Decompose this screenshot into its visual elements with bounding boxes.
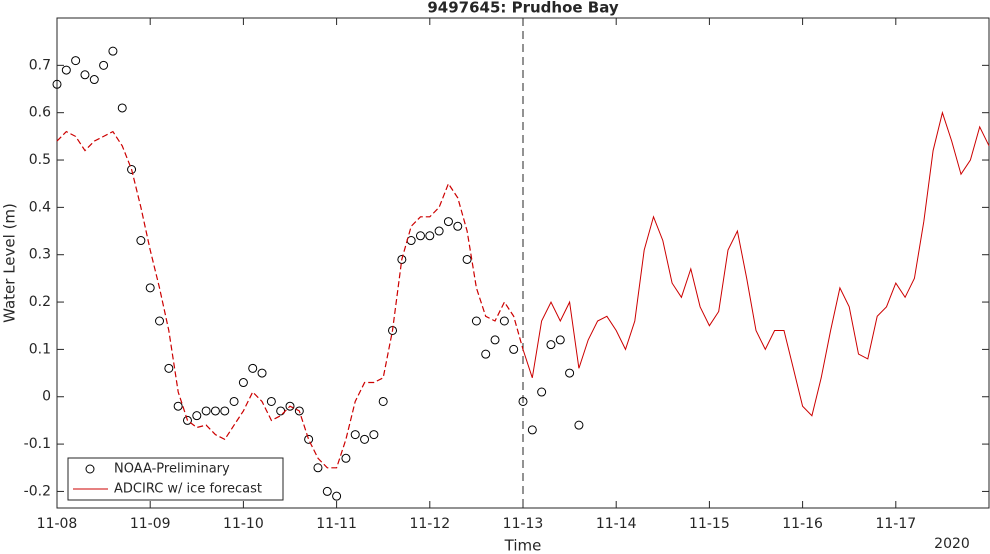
observation-marker <box>565 368 575 378</box>
x-tick-label: 11-11 <box>316 516 357 532</box>
observation-marker <box>127 164 137 174</box>
observation-marker <box>341 453 351 463</box>
observation-marker <box>471 316 481 326</box>
x-tick-label: 11-08 <box>37 516 78 532</box>
x-axis-label: Time <box>504 537 542 554</box>
observation-marker <box>322 486 332 496</box>
observation-marker <box>332 491 342 501</box>
forecast-line <box>523 110 990 417</box>
observation-marker <box>378 396 388 406</box>
observation-marker <box>164 363 174 373</box>
legend-box <box>67 457 284 501</box>
observation-marker <box>499 316 509 326</box>
observation-marker <box>173 401 183 411</box>
observation-marker <box>285 401 295 411</box>
y-tick-label: 0.3 <box>29 247 51 263</box>
legend-label: NOAA-Preliminary <box>114 462 230 477</box>
observation-marker <box>257 368 267 378</box>
observation-marker <box>453 221 463 231</box>
y-tick-label: 0.7 <box>29 57 51 73</box>
x-tick-label: 11-16 <box>782 516 823 532</box>
observation-marker <box>220 406 230 416</box>
observation-marker <box>443 217 453 227</box>
observation-marker <box>201 406 211 416</box>
chart-title: 9497645: Prudhoe Bay <box>427 0 619 17</box>
observation-marker <box>192 411 202 421</box>
year-label: 2020 <box>934 536 970 552</box>
observation-marker <box>527 425 537 435</box>
x-tick-label: 11-14 <box>596 516 637 532</box>
x-tick-label: 11-09 <box>130 516 171 532</box>
x-tick-label: 11-15 <box>689 516 730 532</box>
observation-marker <box>425 231 435 241</box>
observation-marker <box>555 335 565 345</box>
y-tick-label: 0 <box>42 389 51 405</box>
observation-marker <box>238 378 248 388</box>
observation-marker <box>99 60 109 70</box>
y-tick-label: 0.1 <box>29 341 51 357</box>
observation-marker <box>89 75 99 85</box>
observation-marker <box>108 46 118 56</box>
observation-marker <box>537 387 547 397</box>
observation-marker <box>276 406 286 416</box>
observation-marker <box>518 396 528 406</box>
observation-marker <box>52 79 62 89</box>
y-axis-label: Water Level (m) <box>1 203 19 323</box>
observation-marker <box>462 254 472 264</box>
observation-marker <box>266 396 276 406</box>
observation-marker <box>574 420 584 430</box>
observation-marker <box>182 415 192 425</box>
observation-marker <box>360 434 370 444</box>
observation-marker <box>490 335 500 345</box>
legend-swatch <box>85 464 95 474</box>
observation-marker <box>136 236 146 246</box>
observation-marker <box>509 344 519 354</box>
x-tick-label: 11-12 <box>409 516 450 532</box>
x-tick-label: 11-17 <box>875 516 916 532</box>
observation-marker <box>117 103 127 113</box>
observation-marker <box>71 56 81 66</box>
observation-marker <box>481 349 491 359</box>
observation-marker <box>304 434 314 444</box>
y-tick-label: 0.6 <box>29 105 51 121</box>
legend-label: ADCIRC w/ ice forecast <box>114 482 262 497</box>
observation-marker <box>80 70 90 80</box>
observation-marker <box>313 463 323 473</box>
x-tick-label: 11-10 <box>223 516 264 532</box>
y-tick-label: 0.5 <box>29 152 51 168</box>
observation-marker <box>546 340 556 350</box>
x-tick-label: 11-13 <box>503 516 544 532</box>
observation-marker <box>434 226 444 236</box>
y-tick-label: -0.2 <box>24 483 51 499</box>
observation-marker <box>210 406 220 416</box>
observation-marker <box>145 283 155 293</box>
observation-marker <box>415 231 425 241</box>
observation-marker <box>294 406 304 416</box>
observation-marker <box>61 65 71 75</box>
y-tick-label: 0.4 <box>29 199 51 215</box>
observation-marker <box>369 430 379 440</box>
y-tick-label: 0.2 <box>29 294 51 310</box>
observation-marker <box>350 430 360 440</box>
y-tick-label: -0.1 <box>24 436 51 452</box>
observation-marker <box>248 363 258 373</box>
observation-marker <box>155 316 165 326</box>
observation-marker <box>229 396 239 406</box>
